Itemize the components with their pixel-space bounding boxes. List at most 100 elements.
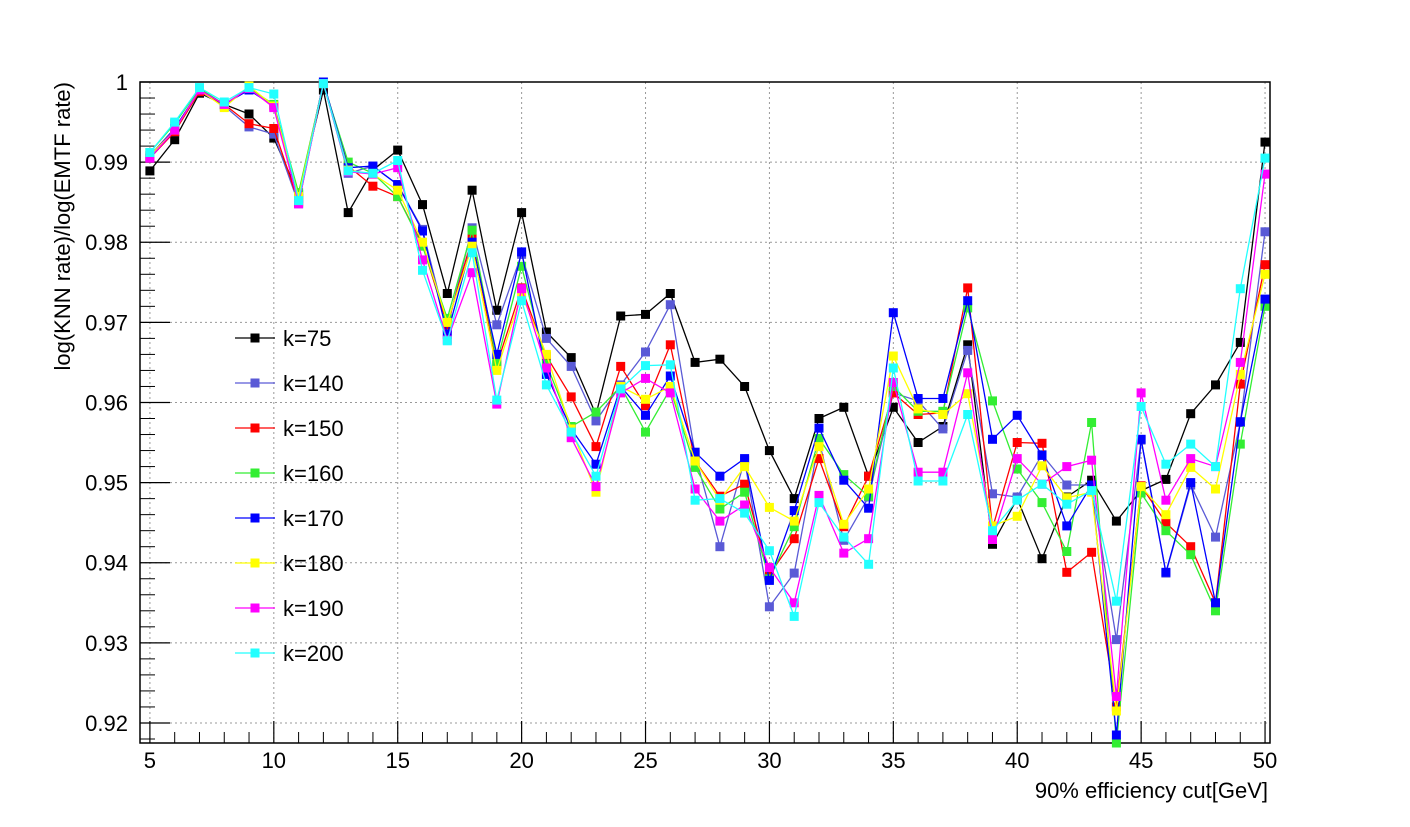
- data-point: [1260, 153, 1270, 163]
- data-point: [1211, 484, 1220, 494]
- data-point: [789, 522, 799, 532]
- data-point: [1211, 606, 1220, 616]
- data-point: [814, 498, 824, 508]
- data-point: [269, 124, 279, 133]
- data-point: [368, 161, 378, 171]
- data-point: [1186, 542, 1196, 552]
- data-point: [1087, 547, 1097, 557]
- data-point: [467, 241, 477, 251]
- data-point: [1235, 369, 1245, 379]
- data-point: [715, 354, 725, 364]
- legend-entry: k=150: [235, 416, 344, 441]
- data-point: [418, 226, 427, 236]
- data-point: [1136, 402, 1146, 411]
- legend-label: k=140: [283, 371, 344, 396]
- data-point: [764, 502, 774, 512]
- data-point: [641, 427, 650, 437]
- legend-marker: [250, 423, 260, 433]
- data-point: [641, 394, 650, 404]
- data-point: [1037, 450, 1047, 460]
- data-point: [690, 447, 700, 457]
- data-point: [393, 180, 403, 190]
- data-point: [1260, 227, 1270, 237]
- data-point: [988, 535, 997, 544]
- data-point: [170, 125, 180, 135]
- data-point: [764, 575, 774, 585]
- data-point: [195, 83, 204, 93]
- y-tick-label: 0.95: [85, 471, 128, 496]
- data-point: [789, 568, 799, 578]
- data-point: [888, 351, 898, 361]
- y-tick-label: 0.96: [85, 390, 128, 415]
- x-tick-label: 30: [757, 748, 781, 773]
- data-point: [641, 361, 650, 371]
- data-point: [1211, 380, 1220, 390]
- data-point: [864, 491, 874, 501]
- y-axis-title: log(KNN rate)/log(EMTF rate): [50, 82, 75, 371]
- data-point: [988, 521, 997, 531]
- legend-entry: k=140: [235, 371, 344, 396]
- data-point: [343, 166, 353, 176]
- data-point: [1186, 462, 1196, 472]
- data-point: [1161, 495, 1171, 505]
- data-point: [839, 548, 849, 558]
- data-point: [244, 109, 254, 119]
- grid: [140, 81, 1270, 743]
- data-point: [864, 471, 874, 481]
- data-point: [170, 117, 180, 127]
- data-point: [740, 508, 750, 518]
- data-point: [1037, 498, 1047, 508]
- data-point: [665, 300, 675, 310]
- data-point: [492, 305, 502, 315]
- data-point: [591, 416, 601, 426]
- data-point: [541, 333, 551, 343]
- data-point: [665, 382, 675, 391]
- data-point: [517, 247, 527, 257]
- data-point: [467, 225, 477, 235]
- data-point: [1260, 301, 1270, 311]
- data-point: [566, 392, 576, 402]
- legend-label: k=170: [283, 506, 344, 531]
- data-point: [393, 192, 403, 202]
- data-point: [715, 516, 725, 526]
- data-point: [442, 289, 452, 298]
- data-point: [814, 414, 824, 423]
- data-point: [963, 296, 973, 306]
- series-layer: [145, 77, 1270, 748]
- data-point: [1186, 478, 1196, 488]
- data-point: [418, 265, 427, 275]
- data-point: [665, 360, 675, 370]
- data-point: [1161, 518, 1171, 528]
- data-point: [343, 208, 353, 218]
- plot-frame: [139, 81, 1271, 744]
- data-point: [1087, 475, 1097, 485]
- legend-label: k=75: [283, 326, 331, 351]
- data-point: [690, 495, 700, 505]
- data-point: [541, 363, 551, 373]
- data-point: [368, 168, 378, 178]
- data-point: [244, 119, 254, 129]
- data-point: [492, 320, 502, 330]
- x-tick-label: 45: [1129, 748, 1153, 773]
- data-point: [963, 340, 973, 350]
- data-point: [1062, 480, 1072, 490]
- axis-tick-labels: 5 10 15 20 25 30 35 40 45 50 0.92 0.93 0.94 0.95 0.96 0…: [85, 70, 1277, 773]
- data-point: [1062, 547, 1072, 556]
- data-point: [591, 407, 601, 417]
- data-point: [1161, 567, 1171, 577]
- data-point: [541, 327, 551, 337]
- data-point: [318, 85, 328, 95]
- data-point: [1062, 493, 1072, 503]
- data-point: [1136, 388, 1146, 398]
- data-point: [690, 462, 700, 472]
- data-point: [541, 380, 551, 390]
- data-point: [839, 470, 849, 480]
- data-point: [913, 467, 923, 477]
- legend-entry: k=200: [235, 641, 344, 666]
- data-point: [1062, 499, 1072, 509]
- data-point: [740, 382, 750, 391]
- data-point: [789, 598, 799, 608]
- data-point: [1186, 439, 1196, 449]
- data-point: [393, 145, 403, 155]
- y-tick-label: 0.99: [85, 150, 128, 175]
